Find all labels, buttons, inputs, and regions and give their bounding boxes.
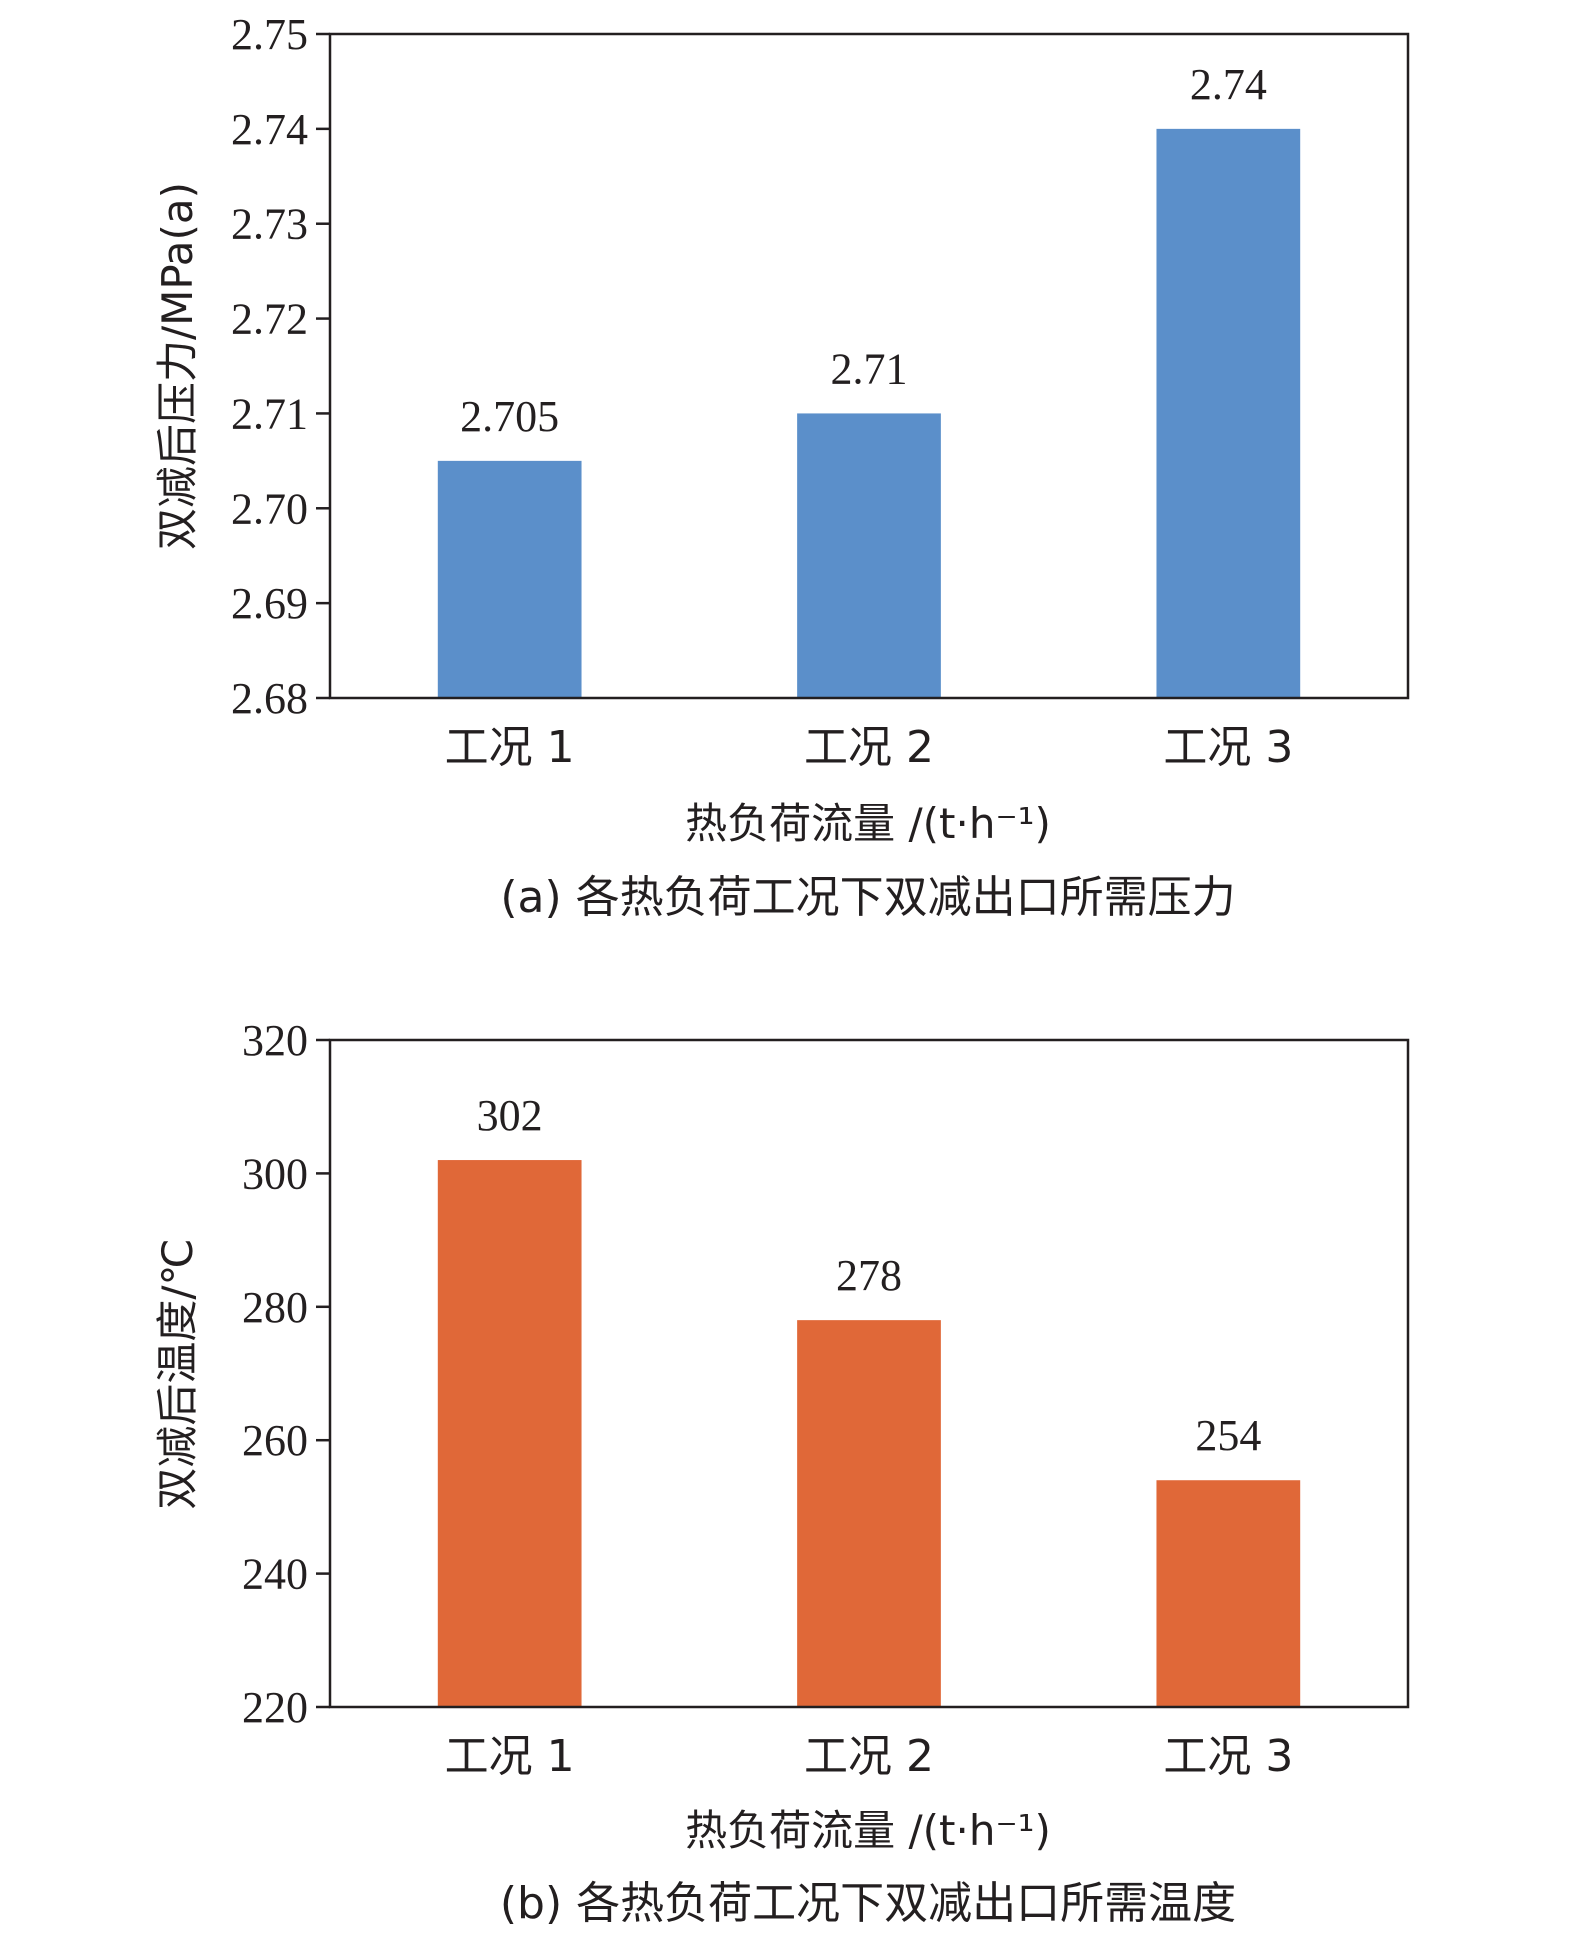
bar <box>797 1320 941 1707</box>
y-tick-label: 2.73 <box>231 200 308 249</box>
plot-frame <box>328 1038 1410 1709</box>
y-tick-label: 2.69 <box>231 579 308 628</box>
y-tick-label: 2.72 <box>231 295 308 344</box>
y-tick-label: 320 <box>242 1016 308 1065</box>
x-tick-label: 工况 1 <box>445 722 575 773</box>
y-tick-label: 260 <box>242 1416 308 1465</box>
y-tick-label: 2.74 <box>231 105 308 154</box>
y-tick-label: 280 <box>242 1283 308 1332</box>
bar <box>1156 1480 1301 1707</box>
chart-caption: (a) 各热负荷工况下双减出口所需压力 <box>500 872 1235 923</box>
x-tick-label: 工况 1 <box>445 1731 575 1782</box>
bar-value-label: 2.71 <box>831 344 908 393</box>
y-axis-title: 双减后温度/℃ <box>153 1238 202 1509</box>
bar <box>1156 128 1301 698</box>
y-tick-label: 2.70 <box>231 484 308 533</box>
bar <box>797 413 941 698</box>
bars-group: 302 278 254 <box>437 1091 1301 1707</box>
y-tick-label: 2.68 <box>231 674 308 723</box>
x-axis-title: 热负荷流量 /(t·h⁻¹) <box>685 799 1051 848</box>
x-tick-label: 工况 2 <box>804 1731 934 1782</box>
bar-value-label: 254 <box>1195 1411 1261 1460</box>
y-tick-label: 220 <box>242 1683 308 1732</box>
y-axis-title: 双减后压力/MPa(a) <box>153 182 202 550</box>
chart-caption: (b) 各热负荷工况下双减出口所需温度 <box>500 1878 1236 1929</box>
bar-value-label: 2.74 <box>1190 60 1267 109</box>
y-tick-label: 300 <box>242 1149 308 1198</box>
x-tick-label: 工况 3 <box>1163 1731 1293 1782</box>
y-tick-label: 240 <box>242 1550 308 1599</box>
y-tick-label: 2.75 <box>231 10 308 59</box>
x-axis: 工况 1 工况 2 工况 3 <box>445 722 1294 773</box>
x-axis: 工况 1 工况 2 工况 3 <box>445 1731 1294 1782</box>
bar <box>437 1160 582 1707</box>
y-axis: 220 240 260 280 300 320 <box>242 1016 330 1732</box>
bar-value-label: 302 <box>477 1091 543 1140</box>
bar-value-label: 278 <box>836 1251 902 1300</box>
bars-group: 2.705 2.71 2.74 <box>437 60 1301 698</box>
x-tick-label: 工况 3 <box>1163 722 1293 773</box>
y-axis: 2.68 2.69 2.70 2.71 2.72 2.73 2.74 2.75 <box>231 10 330 723</box>
x-axis-title: 热负荷流量 /(t·h⁻¹) <box>685 1806 1051 1855</box>
plot-frame <box>328 32 1410 700</box>
x-tick-label: 工况 2 <box>804 722 934 773</box>
bar <box>437 460 582 698</box>
bar-value-label: 2.705 <box>460 392 559 441</box>
y-tick-label: 2.71 <box>231 389 308 438</box>
